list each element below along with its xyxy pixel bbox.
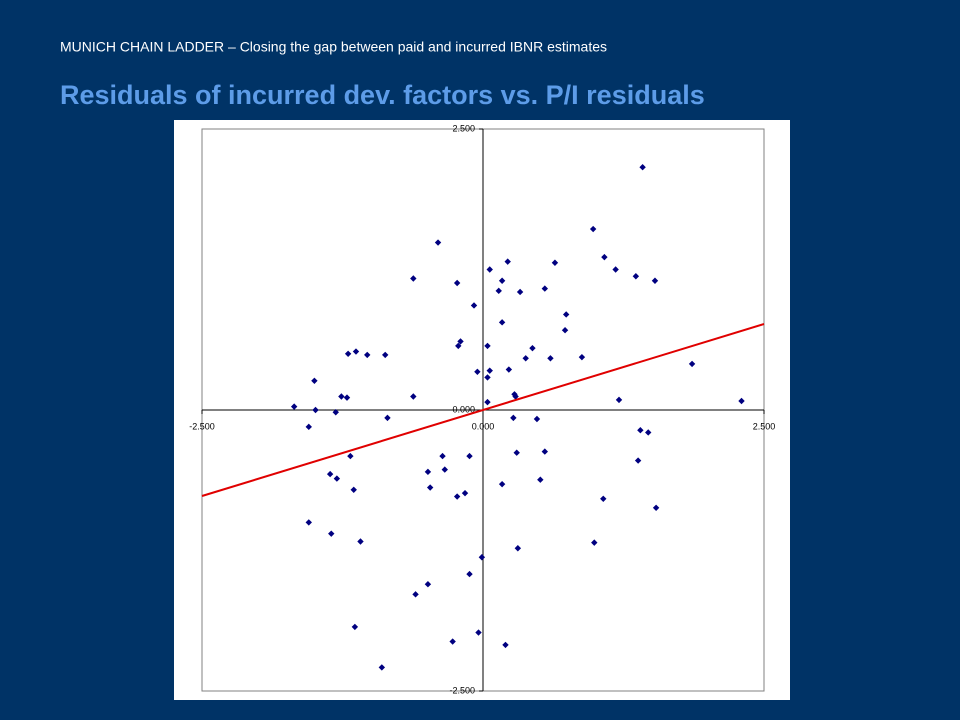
data-point <box>466 570 473 578</box>
data-point <box>461 489 469 497</box>
data-point <box>474 368 481 375</box>
data-point <box>434 239 442 246</box>
data-point <box>651 277 659 284</box>
y-tick-label: 0.000 <box>452 404 475 414</box>
data-point <box>484 374 491 381</box>
data-point <box>478 554 486 561</box>
data-point <box>410 393 417 400</box>
data-point <box>305 519 312 526</box>
data-point <box>424 468 432 476</box>
data-point <box>470 302 478 309</box>
data-point <box>332 409 339 416</box>
data-point <box>484 398 491 406</box>
data-point <box>412 591 419 598</box>
data-point <box>516 288 524 296</box>
data-point <box>589 225 597 233</box>
data-point <box>547 355 554 362</box>
trend-line <box>201 323 765 497</box>
data-point <box>522 355 529 362</box>
data-point <box>426 484 434 491</box>
data-point <box>486 367 493 374</box>
data-point <box>688 360 696 368</box>
data-point <box>350 486 357 494</box>
data-point <box>384 414 391 422</box>
data-point <box>639 164 646 171</box>
data-point <box>601 253 608 261</box>
data-point <box>484 342 491 350</box>
data-point <box>645 429 652 436</box>
data-point <box>504 258 511 265</box>
data-point <box>441 466 448 473</box>
header: MUNICH CHAIN LADDER – Closing the gap be… <box>60 39 607 55</box>
data-point <box>424 581 432 588</box>
data-point <box>475 629 482 636</box>
data-point <box>562 311 570 318</box>
data-point <box>382 351 389 359</box>
data-point <box>449 638 456 645</box>
data-point <box>344 350 352 357</box>
data-point <box>514 545 522 552</box>
data-point <box>591 539 598 546</box>
data-point <box>453 279 461 287</box>
data-point <box>338 393 345 400</box>
data-point <box>457 338 464 345</box>
data-point <box>513 449 520 456</box>
data-point <box>541 448 549 455</box>
y-tick-label: -2.500 <box>449 685 475 695</box>
chart-title: Residuals of incurred dev. factors vs. P… <box>60 80 705 110</box>
data-point <box>378 664 386 671</box>
data-point <box>615 396 623 404</box>
data-point <box>512 393 519 400</box>
data-point <box>541 285 549 292</box>
data-point <box>510 414 517 422</box>
data-point <box>453 493 461 500</box>
x-tick-label: 0.000 <box>472 421 495 431</box>
data-point <box>311 377 318 384</box>
data-point <box>439 452 446 460</box>
data-point <box>410 275 417 282</box>
data-point <box>738 397 745 405</box>
data-point <box>326 470 334 478</box>
x-tick-label: 2.500 <box>753 421 776 431</box>
data-point <box>498 277 506 284</box>
data-point <box>364 351 371 359</box>
data-point <box>466 452 473 460</box>
data-point <box>652 504 660 511</box>
data-point <box>333 475 341 482</box>
data-point <box>498 319 506 326</box>
data-point <box>505 366 513 373</box>
data-point <box>600 495 607 502</box>
data-point <box>455 342 462 350</box>
data-point <box>343 394 351 401</box>
data-point <box>351 623 359 631</box>
data-point <box>637 427 644 434</box>
y-tick-label: 2.500 <box>452 123 475 133</box>
data-point <box>511 391 518 398</box>
data-point <box>578 353 586 361</box>
data-point <box>533 415 541 423</box>
data-point <box>328 530 335 537</box>
data-point <box>352 348 360 355</box>
data-point <box>632 273 640 280</box>
data-point <box>502 641 509 649</box>
data-point <box>612 266 619 273</box>
data-point <box>305 423 312 431</box>
data-point <box>495 287 502 295</box>
data-point <box>486 266 493 273</box>
data-point <box>551 259 559 266</box>
data-point <box>634 457 642 464</box>
data-point <box>357 538 364 545</box>
data-point <box>561 326 569 334</box>
data-point <box>347 452 354 460</box>
data-point <box>529 344 536 352</box>
data-point <box>312 406 319 414</box>
x-tick-label: -2.500 <box>189 421 215 431</box>
data-point <box>537 476 544 483</box>
data-point <box>498 480 506 488</box>
data-point <box>290 403 298 410</box>
